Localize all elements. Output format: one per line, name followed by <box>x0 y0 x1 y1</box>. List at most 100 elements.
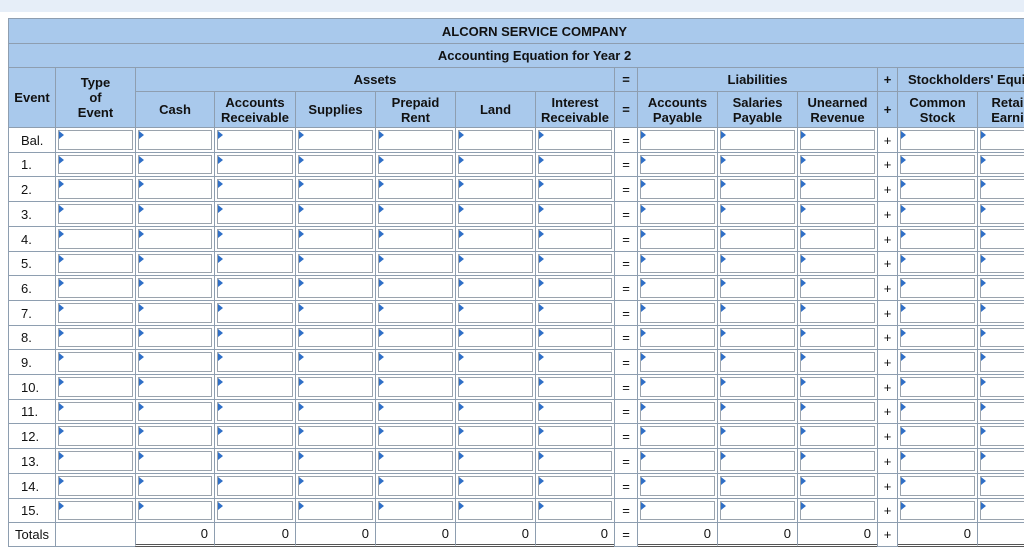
amount-input[interactable] <box>538 377 612 397</box>
type-input[interactable] <box>58 377 133 397</box>
amount-input[interactable] <box>217 402 293 421</box>
amount-input[interactable] <box>640 328 715 347</box>
amount-input[interactable] <box>980 328 1024 347</box>
amount-input[interactable] <box>900 229 975 249</box>
amount-input[interactable] <box>640 303 715 323</box>
type-input[interactable] <box>58 254 133 273</box>
amount-input[interactable] <box>720 352 795 372</box>
amount-input[interactable] <box>640 352 715 372</box>
amount-input[interactable] <box>378 303 453 323</box>
amount-input[interactable] <box>458 377 533 397</box>
amount-input[interactable] <box>538 451 612 471</box>
amount-input[interactable] <box>217 254 293 273</box>
amount-input[interactable] <box>900 155 975 174</box>
amount-input[interactable] <box>458 352 533 372</box>
amount-input[interactable] <box>720 254 795 273</box>
amount-input[interactable] <box>980 352 1024 372</box>
amount-input[interactable] <box>538 254 612 273</box>
amount-input[interactable] <box>980 229 1024 249</box>
amount-input[interactable] <box>800 155 875 174</box>
amount-input[interactable] <box>138 402 212 421</box>
amount-input[interactable] <box>458 179 533 199</box>
type-input[interactable] <box>58 278 133 298</box>
amount-input[interactable] <box>640 204 715 224</box>
amount-input[interactable] <box>138 377 212 397</box>
amount-input[interactable] <box>900 352 975 372</box>
amount-input[interactable] <box>800 451 875 471</box>
amount-input[interactable] <box>720 426 795 446</box>
amount-input[interactable] <box>980 278 1024 298</box>
amount-input[interactable] <box>538 130 612 150</box>
amount-input[interactable] <box>378 229 453 249</box>
amount-input[interactable] <box>720 451 795 471</box>
amount-input[interactable] <box>800 426 875 446</box>
amount-input[interactable] <box>640 229 715 249</box>
amount-input[interactable] <box>640 179 715 199</box>
amount-input[interactable] <box>720 229 795 249</box>
amount-input[interactable] <box>720 476 795 496</box>
amount-input[interactable] <box>538 204 612 224</box>
amount-input[interactable] <box>900 303 975 323</box>
amount-input[interactable] <box>800 501 875 520</box>
amount-input[interactable] <box>138 303 212 323</box>
amount-input[interactable] <box>458 476 533 496</box>
type-input[interactable] <box>58 204 133 224</box>
amount-input[interactable] <box>800 352 875 372</box>
amount-input[interactable] <box>378 352 453 372</box>
amount-input[interactable] <box>800 278 875 298</box>
amount-input[interactable] <box>800 328 875 347</box>
amount-input[interactable] <box>980 254 1024 273</box>
amount-input[interactable] <box>458 402 533 421</box>
type-input[interactable] <box>58 402 133 421</box>
amount-input[interactable] <box>538 328 612 347</box>
amount-input[interactable] <box>458 501 533 520</box>
amount-input[interactable] <box>217 426 293 446</box>
type-input[interactable] <box>58 501 133 520</box>
amount-input[interactable] <box>980 303 1024 323</box>
amount-input[interactable] <box>800 179 875 199</box>
amount-input[interactable] <box>640 278 715 298</box>
amount-input[interactable] <box>298 229 373 249</box>
amount-input[interactable] <box>900 130 975 150</box>
amount-input[interactable] <box>538 179 612 199</box>
amount-input[interactable] <box>538 501 612 520</box>
amount-input[interactable] <box>640 402 715 421</box>
amount-input[interactable] <box>720 303 795 323</box>
amount-input[interactable] <box>298 352 373 372</box>
amount-input[interactable] <box>217 155 293 174</box>
amount-input[interactable] <box>980 377 1024 397</box>
amount-input[interactable] <box>298 476 373 496</box>
amount-input[interactable] <box>298 426 373 446</box>
amount-input[interactable] <box>378 402 453 421</box>
amount-input[interactable] <box>298 501 373 520</box>
amount-input[interactable] <box>138 130 212 150</box>
amount-input[interactable] <box>900 476 975 496</box>
amount-input[interactable] <box>217 130 293 150</box>
amount-input[interactable] <box>720 377 795 397</box>
type-input[interactable] <box>58 229 133 249</box>
amount-input[interactable] <box>900 426 975 446</box>
amount-input[interactable] <box>720 402 795 421</box>
type-input[interactable] <box>58 328 133 347</box>
amount-input[interactable] <box>217 352 293 372</box>
amount-input[interactable] <box>298 204 373 224</box>
amount-input[interactable] <box>217 501 293 520</box>
amount-input[interactable] <box>138 352 212 372</box>
amount-input[interactable] <box>980 179 1024 199</box>
amount-input[interactable] <box>217 179 293 199</box>
amount-input[interactable] <box>217 451 293 471</box>
amount-input[interactable] <box>298 278 373 298</box>
type-input[interactable] <box>58 426 133 446</box>
amount-input[interactable] <box>900 179 975 199</box>
amount-input[interactable] <box>720 204 795 224</box>
amount-input[interactable] <box>538 303 612 323</box>
amount-input[interactable] <box>378 179 453 199</box>
type-input[interactable] <box>58 352 133 372</box>
amount-input[interactable] <box>720 179 795 199</box>
amount-input[interactable] <box>800 303 875 323</box>
amount-input[interactable] <box>458 426 533 446</box>
amount-input[interactable] <box>298 451 373 471</box>
amount-input[interactable] <box>458 278 533 298</box>
amount-input[interactable] <box>538 476 612 496</box>
amount-input[interactable] <box>980 130 1024 150</box>
